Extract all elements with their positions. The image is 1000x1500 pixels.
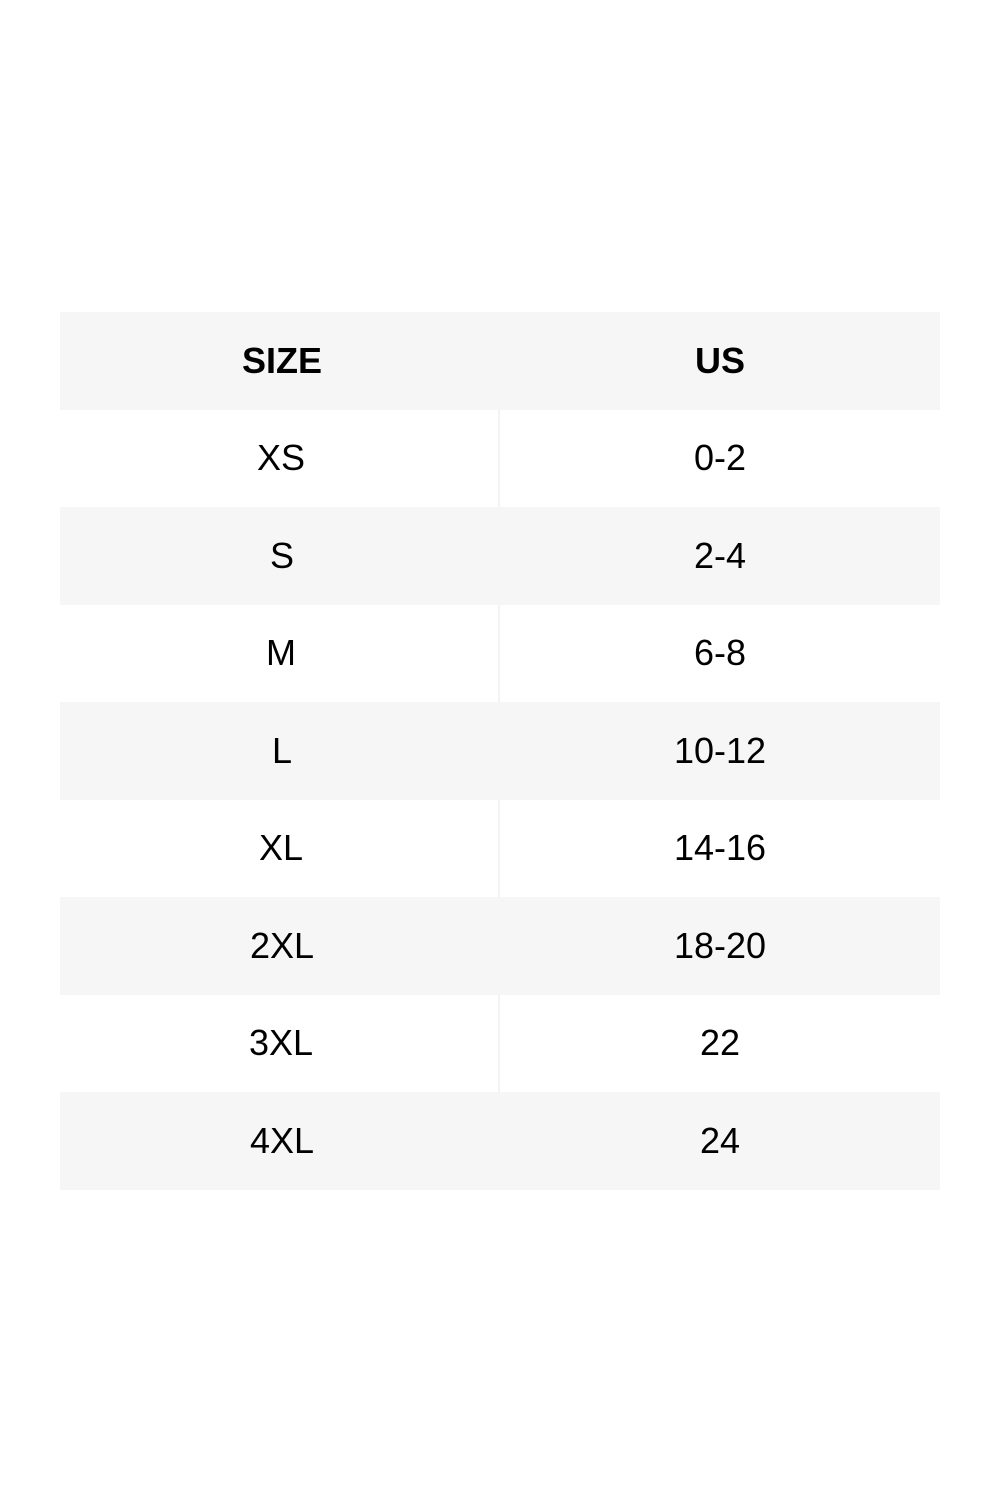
us-size-cell: 22	[500, 995, 940, 1093]
size-cell: XS	[60, 409, 500, 507]
table-row: M 6-8	[60, 604, 940, 703]
size-cell: 2XL	[60, 897, 500, 995]
size-text: 4XL	[249, 1119, 315, 1161]
size-text: M	[266, 632, 296, 674]
us-size-text: 10-12	[673, 729, 767, 771]
size-text: XS	[256, 437, 306, 479]
size-text: L	[271, 729, 293, 771]
size-text: 3XL	[248, 1022, 314, 1064]
table-row: XS 0-2	[60, 409, 940, 508]
us-size-cell: 24	[500, 1092, 940, 1190]
us-size-text: 2-4	[693, 534, 747, 576]
us-size-cell: 6-8	[500, 605, 940, 703]
us-size-text: 18-20	[673, 924, 767, 966]
us-size-text: 0-2	[693, 437, 747, 479]
size-cell: S	[60, 507, 500, 605]
size-text: S	[269, 534, 294, 576]
table-row: 2XL 18-20	[60, 897, 940, 995]
us-size-cell: 10-12	[500, 702, 940, 800]
size-cell: M	[60, 604, 500, 702]
table-header-row: SIZE US	[60, 312, 940, 410]
size-cell: XL	[60, 799, 500, 897]
us-size-cell: 14-16	[500, 800, 940, 898]
header-size-text: SIZE	[241, 339, 322, 381]
us-size-text: 14-16	[673, 827, 767, 869]
table-row: L 10-12	[60, 702, 940, 800]
table-row: S 2-4	[60, 507, 940, 605]
us-size-text: 22	[699, 1022, 741, 1064]
us-size-cell: 0-2	[500, 410, 940, 508]
table-row: 3XL 22	[60, 994, 940, 1093]
header-us: US	[500, 312, 940, 410]
table-row: XL 14-16	[60, 799, 940, 898]
size-text: 2XL	[249, 924, 315, 966]
us-size-cell: 2-4	[500, 507, 940, 605]
header-us-text: US	[694, 339, 745, 381]
size-cell: L	[60, 702, 500, 800]
size-text: XL	[258, 827, 304, 869]
table-row: 4XL 24	[60, 1092, 940, 1190]
size-cell: 3XL	[60, 994, 500, 1092]
size-cell: 4XL	[60, 1092, 500, 1190]
us-size-cell: 18-20	[500, 897, 940, 995]
header-size: SIZE	[60, 312, 500, 410]
us-size-text: 24	[699, 1119, 741, 1161]
us-size-text: 6-8	[693, 632, 747, 674]
size-chart-table: SIZE US XS 0-2 S 2-4 M 6-8 L 10-12 XL 14-16 2XL 18-…	[60, 312, 940, 1190]
